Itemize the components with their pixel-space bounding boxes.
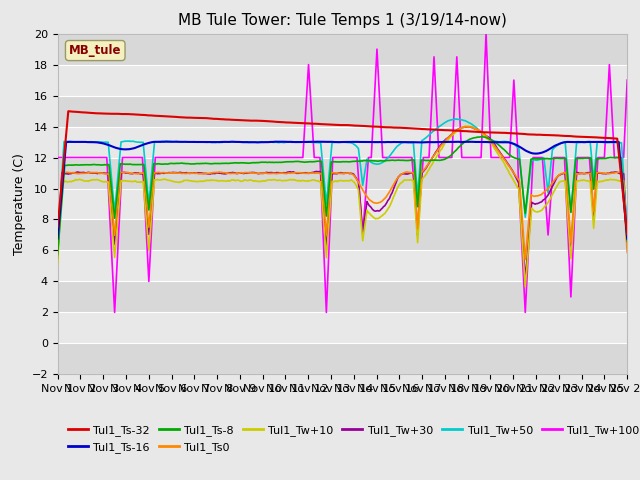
Bar [58, 219, 627, 251]
Bar [58, 343, 627, 374]
Y-axis label: Temperature (C): Temperature (C) [13, 153, 26, 255]
Bar [58, 157, 627, 189]
Bar [58, 251, 627, 281]
Bar [58, 312, 627, 343]
Bar [58, 189, 627, 219]
Title: MB Tule Tower: Tule Temps 1 (3/19/14-now): MB Tule Tower: Tule Temps 1 (3/19/14-now… [178, 13, 507, 28]
Legend: Tul1_Ts-32, Tul1_Ts-16, Tul1_Ts-8, Tul1_Ts0, Tul1_Tw+10, Tul1_Tw+30, Tul1_Tw+50,: Tul1_Ts-32, Tul1_Ts-16, Tul1_Ts-8, Tul1_… [63, 421, 640, 457]
Text: MB_tule: MB_tule [69, 44, 122, 57]
Bar [58, 65, 627, 96]
Bar [58, 34, 627, 65]
Bar [58, 96, 627, 127]
Bar [58, 281, 627, 312]
Bar [58, 127, 627, 157]
